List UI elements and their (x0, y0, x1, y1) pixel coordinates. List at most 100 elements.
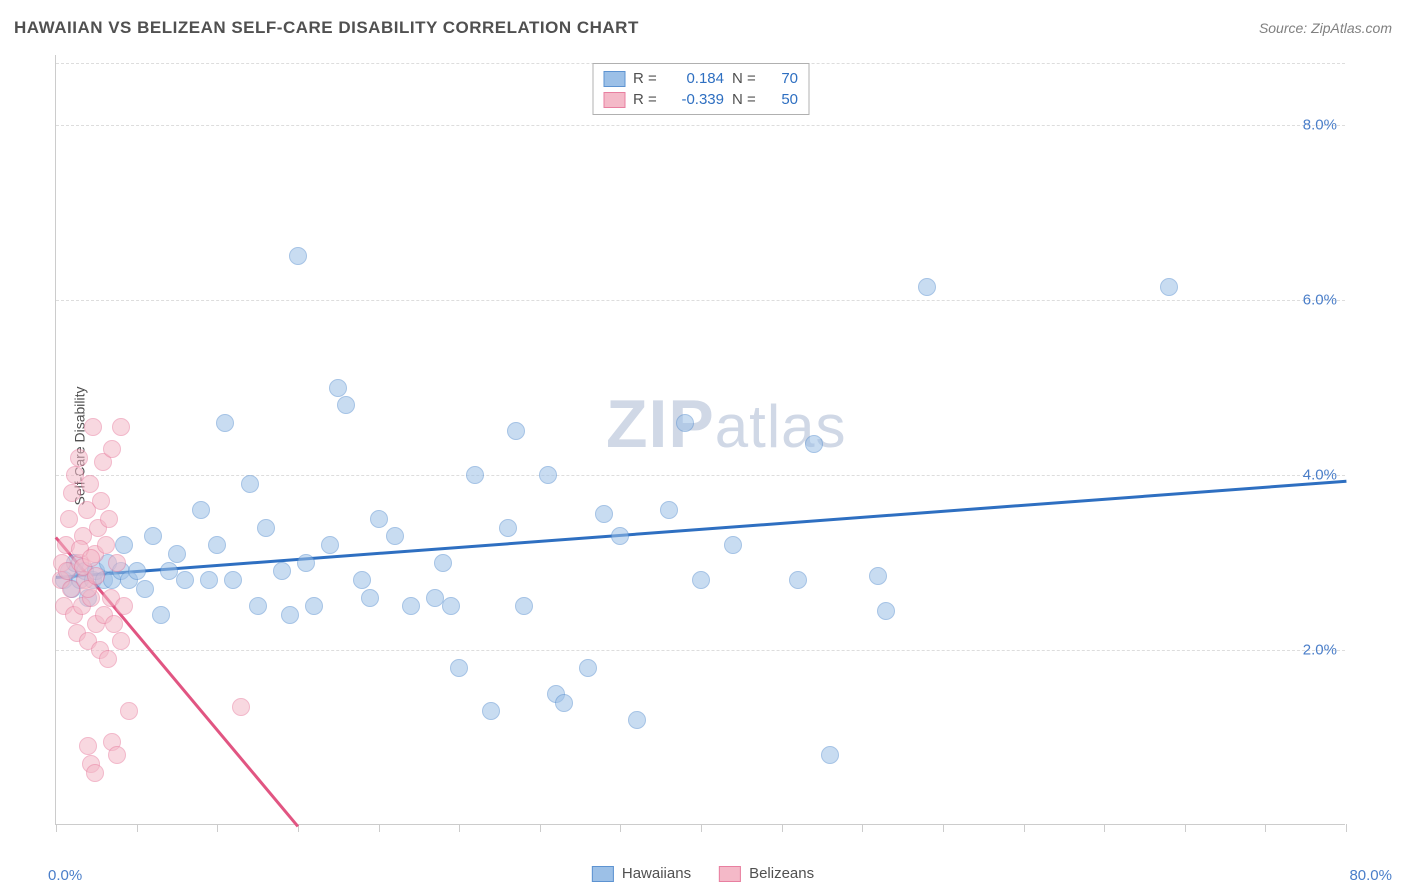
data-point (92, 492, 110, 510)
data-point (84, 418, 102, 436)
stats-row: R =-0.339N =50 (603, 89, 798, 110)
data-point (241, 475, 259, 493)
data-point (361, 589, 379, 607)
x-tick (56, 824, 57, 832)
data-point (232, 698, 250, 716)
data-point (297, 554, 315, 572)
x-tick (782, 824, 783, 832)
data-point (120, 702, 138, 720)
stat-value-n: 50 (768, 91, 798, 108)
chart-header: HAWAIIAN VS BELIZEAN SELF-CARE DISABILIT… (14, 18, 1392, 38)
data-point (273, 562, 291, 580)
data-point (289, 247, 307, 265)
data-point (724, 536, 742, 554)
x-tick (620, 824, 621, 832)
data-point (105, 615, 123, 633)
data-point (79, 737, 97, 755)
data-point (112, 418, 130, 436)
data-point (208, 536, 226, 554)
y-tick-label: 2.0% (1303, 642, 1337, 659)
data-point (499, 519, 517, 537)
x-tick (1185, 824, 1186, 832)
grid-line (56, 650, 1345, 651)
data-point (611, 527, 629, 545)
stat-label-n: N = (732, 70, 760, 87)
data-point (97, 536, 115, 554)
legend-swatch (603, 71, 625, 87)
data-point (115, 536, 133, 554)
data-point (692, 571, 710, 589)
x-tick (540, 824, 541, 832)
stat-label-r: R = (633, 91, 661, 108)
data-point (115, 597, 133, 615)
data-point (305, 597, 323, 615)
y-tick-label: 6.0% (1303, 292, 1337, 309)
legend-label: Belizeans (749, 865, 814, 882)
legend-swatch (592, 866, 614, 882)
x-tick (701, 824, 702, 832)
data-point (82, 549, 100, 567)
data-point (402, 597, 420, 615)
stat-label-r: R = (633, 70, 661, 87)
x-tick (137, 824, 138, 832)
data-point (216, 414, 234, 432)
data-point (434, 554, 452, 572)
data-point (200, 571, 218, 589)
stat-value-r: -0.339 (669, 91, 724, 108)
x-axis-min-label: 0.0% (48, 867, 82, 884)
data-point (63, 484, 81, 502)
data-point (676, 414, 694, 432)
stat-value-r: 0.184 (669, 70, 724, 87)
series-legend: Hawaiians Belizeans (592, 865, 814, 882)
x-tick (379, 824, 380, 832)
y-tick-label: 8.0% (1303, 117, 1337, 134)
data-point (168, 545, 186, 563)
data-point (821, 746, 839, 764)
stats-row: R = 0.184 N = 70 (603, 68, 798, 89)
x-tick (217, 824, 218, 832)
legend-swatch (719, 866, 741, 882)
data-point (128, 562, 146, 580)
data-point (539, 466, 557, 484)
data-point (805, 435, 823, 453)
chart-title: HAWAIIAN VS BELIZEAN SELF-CARE DISABILIT… (14, 18, 639, 38)
data-point (595, 505, 613, 523)
grid-line (56, 125, 1345, 126)
x-tick (862, 824, 863, 832)
legend-item: Hawaiians (592, 865, 691, 882)
data-point (249, 597, 267, 615)
data-point (515, 597, 533, 615)
data-point (660, 501, 678, 519)
data-point (192, 501, 210, 519)
legend-label: Hawaiians (622, 865, 691, 882)
data-point (579, 659, 597, 677)
data-point (555, 694, 573, 712)
x-tick (1024, 824, 1025, 832)
data-point (112, 632, 130, 650)
data-point (869, 567, 887, 585)
stat-value-n: 70 (768, 70, 798, 87)
trend-line (56, 479, 1346, 578)
data-point (321, 536, 339, 554)
data-point (108, 554, 126, 572)
data-point (86, 764, 104, 782)
data-point (152, 606, 170, 624)
legend-swatch (603, 92, 625, 108)
x-tick (459, 824, 460, 832)
data-point (108, 746, 126, 764)
data-point (87, 567, 105, 585)
data-point (442, 597, 460, 615)
data-point (507, 422, 525, 440)
data-point (60, 510, 78, 528)
x-tick (1265, 824, 1266, 832)
grid-line (56, 300, 1345, 301)
data-point (176, 571, 194, 589)
data-point (281, 606, 299, 624)
data-point (353, 571, 371, 589)
data-point (918, 278, 936, 296)
data-point (482, 702, 500, 720)
data-point (100, 510, 118, 528)
data-point (224, 571, 242, 589)
x-tick (1346, 824, 1347, 832)
data-point (466, 466, 484, 484)
